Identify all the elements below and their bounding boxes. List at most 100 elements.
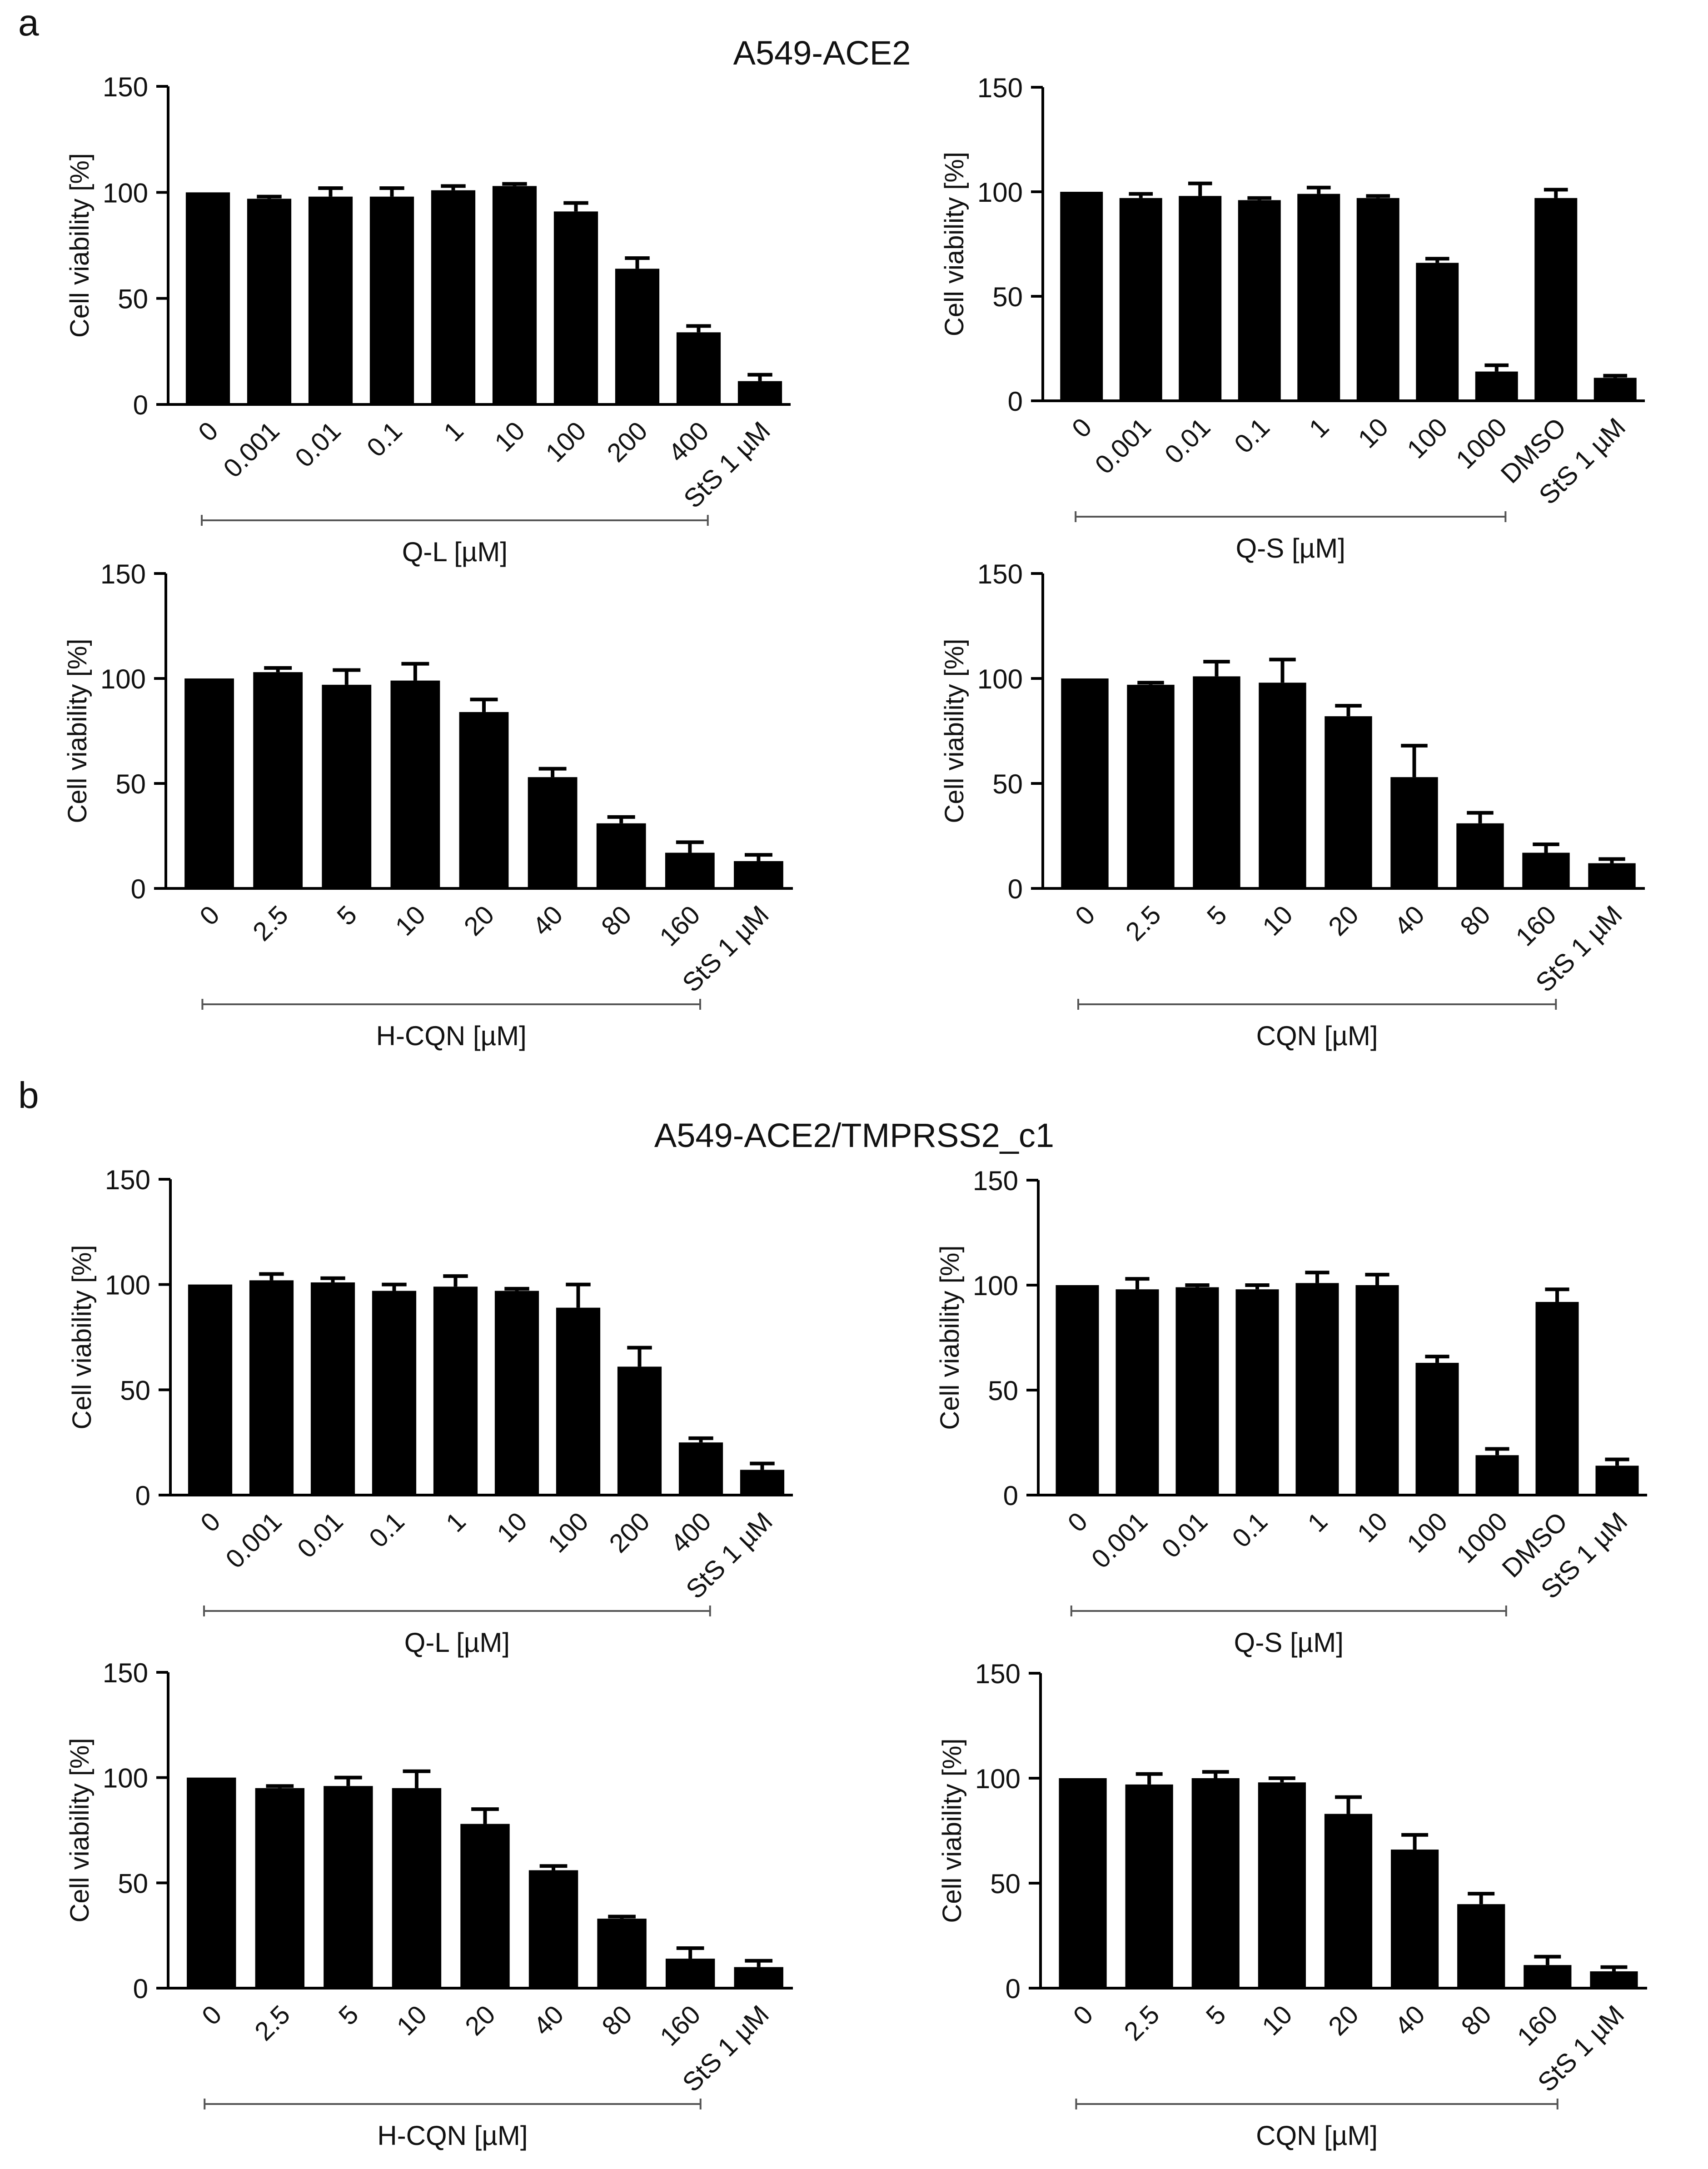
bar-0-1	[372, 1291, 417, 1495]
bar-1000	[1475, 1455, 1519, 1495]
x-tick-label-2-5: 2.5	[1120, 900, 1167, 947]
y-tick-label: 0	[133, 1974, 148, 2004]
x-tick-label-1: 1	[1302, 1506, 1333, 1538]
x-tick-label-20: 20	[1323, 1999, 1364, 2041]
x-tick-label-2-5: 2.5	[247, 900, 294, 947]
bar-100	[553, 211, 598, 404]
x-tick-label-0-001: 0.001	[1086, 1506, 1154, 1574]
x-tick-label-20: 20	[1323, 900, 1364, 942]
x-tick-label-200: 200	[601, 416, 653, 468]
x-tick-label-40: 40	[1389, 1999, 1431, 2041]
bar-10	[1259, 683, 1306, 888]
bar-sts-1-m	[1588, 863, 1636, 888]
bar-0	[184, 678, 234, 888]
y-axis-label: Cell viability [%]	[67, 1245, 97, 1429]
bar-0-001	[247, 199, 292, 404]
bar-0-1	[369, 196, 414, 404]
group-label: Q-L [µM]	[404, 1627, 510, 1658]
x-tick-label-40: 40	[527, 900, 569, 942]
x-tick-label-0-001: 0.001	[220, 1506, 288, 1574]
bar-20	[459, 712, 509, 888]
y-tick-label: 0	[1006, 1974, 1021, 2004]
y-tick-label: 0	[1008, 874, 1023, 904]
bar-0-1	[1235, 1289, 1279, 1495]
bar-0-1	[1238, 200, 1281, 401]
x-tick-label-10: 10	[489, 416, 531, 458]
y-axis-label: Cell viability [%]	[940, 638, 969, 823]
x-tick-label-10: 10	[1352, 412, 1394, 454]
bar-0	[185, 192, 230, 404]
bar-1	[1295, 1283, 1339, 1495]
x-tick-label-160: 160	[1510, 900, 1562, 952]
bar-160	[665, 1959, 715, 1988]
x-tick-label-100: 100	[1401, 412, 1453, 464]
group-label: CQN [µM]	[1256, 2120, 1378, 2151]
y-tick-label: 50	[120, 1375, 150, 1406]
x-tick-label-100: 100	[1401, 1506, 1453, 1558]
x-tick-label-5: 5	[1200, 1999, 1232, 2031]
y-tick-label: 100	[100, 664, 146, 694]
x-tick-label-40: 40	[1389, 900, 1430, 942]
bar-10	[1258, 1782, 1306, 1988]
y-tick-label: 100	[103, 1763, 148, 1794]
bar-40	[528, 777, 578, 888]
x-tick-label-0: 0	[196, 1999, 228, 2031]
bar-sts-1-m	[1593, 378, 1637, 401]
panel-a-title: A549-ACE2	[733, 34, 911, 72]
bar-0	[1056, 1285, 1099, 1495]
y-tick-label: 100	[103, 178, 148, 208]
bar-0	[1059, 1778, 1107, 1988]
y-axis-label: Cell viability [%]	[63, 638, 92, 823]
group-label: CQN [µM]	[1256, 1021, 1378, 1051]
group-label: H-CQN [µM]	[376, 1021, 527, 1051]
x-tick-label-0: 0	[1066, 412, 1098, 444]
x-tick-label-80: 80	[596, 900, 637, 942]
y-tick-label: 50	[992, 769, 1023, 799]
y-tick-label: 150	[977, 559, 1023, 589]
bar-sts-1-m	[737, 381, 782, 404]
bar-160	[1524, 1965, 1572, 1988]
y-tick-label: 100	[975, 1764, 1021, 1794]
x-tick-label-0-1: 0.1	[1226, 1506, 1273, 1553]
x-tick-label-80: 80	[1454, 900, 1496, 942]
x-tick-label-80: 80	[596, 1999, 638, 2041]
x-tick-label-0-001: 0.001	[1089, 412, 1157, 480]
bar-10	[494, 1291, 539, 1495]
x-tick-label-5: 5	[331, 900, 363, 931]
bar-10	[392, 1788, 442, 1988]
x-tick-label-0-001: 0.001	[218, 416, 285, 484]
bar-0	[187, 1777, 236, 1988]
x-tick-label-5: 5	[333, 1999, 364, 2031]
bar-5	[1191, 1778, 1240, 1988]
bar-sts-1-m	[734, 1967, 783, 1988]
bar-2-5	[253, 672, 303, 888]
bar-sts-1-m	[1595, 1466, 1639, 1495]
bar-5	[1193, 676, 1240, 888]
y-tick-label: 0	[133, 390, 148, 420]
x-tick-label-0-1: 0.1	[1229, 412, 1275, 459]
bar-100	[1416, 263, 1459, 401]
panel-a-letter: a	[18, 2, 39, 44]
bar-1	[431, 190, 476, 404]
y-tick-label: 50	[115, 769, 146, 799]
bar-200	[615, 269, 660, 404]
bar-40	[1390, 777, 1438, 888]
x-tick-label-0: 0	[195, 1506, 226, 1538]
x-tick-label-160: 160	[654, 900, 706, 952]
group-label: Q-S [µM]	[1236, 533, 1345, 563]
bar-20	[1325, 716, 1372, 888]
bar-1000	[1475, 371, 1518, 401]
y-axis-label: Cell viability [%]	[937, 1738, 967, 1923]
bar-5	[324, 1786, 373, 1988]
y-tick-label: 0	[131, 874, 146, 904]
bar-sts-1-m	[1590, 1971, 1638, 1988]
x-tick-label-1: 1	[1304, 412, 1335, 444]
bar-1	[433, 1286, 478, 1495]
y-tick-label: 0	[1003, 1481, 1018, 1511]
bar-20	[460, 1824, 510, 1988]
y-tick-label: 50	[992, 282, 1023, 312]
panel-b-letter: b	[18, 1075, 39, 1116]
x-tick-label-0: 0	[193, 416, 224, 447]
x-tick-label-20: 20	[459, 1999, 501, 2041]
